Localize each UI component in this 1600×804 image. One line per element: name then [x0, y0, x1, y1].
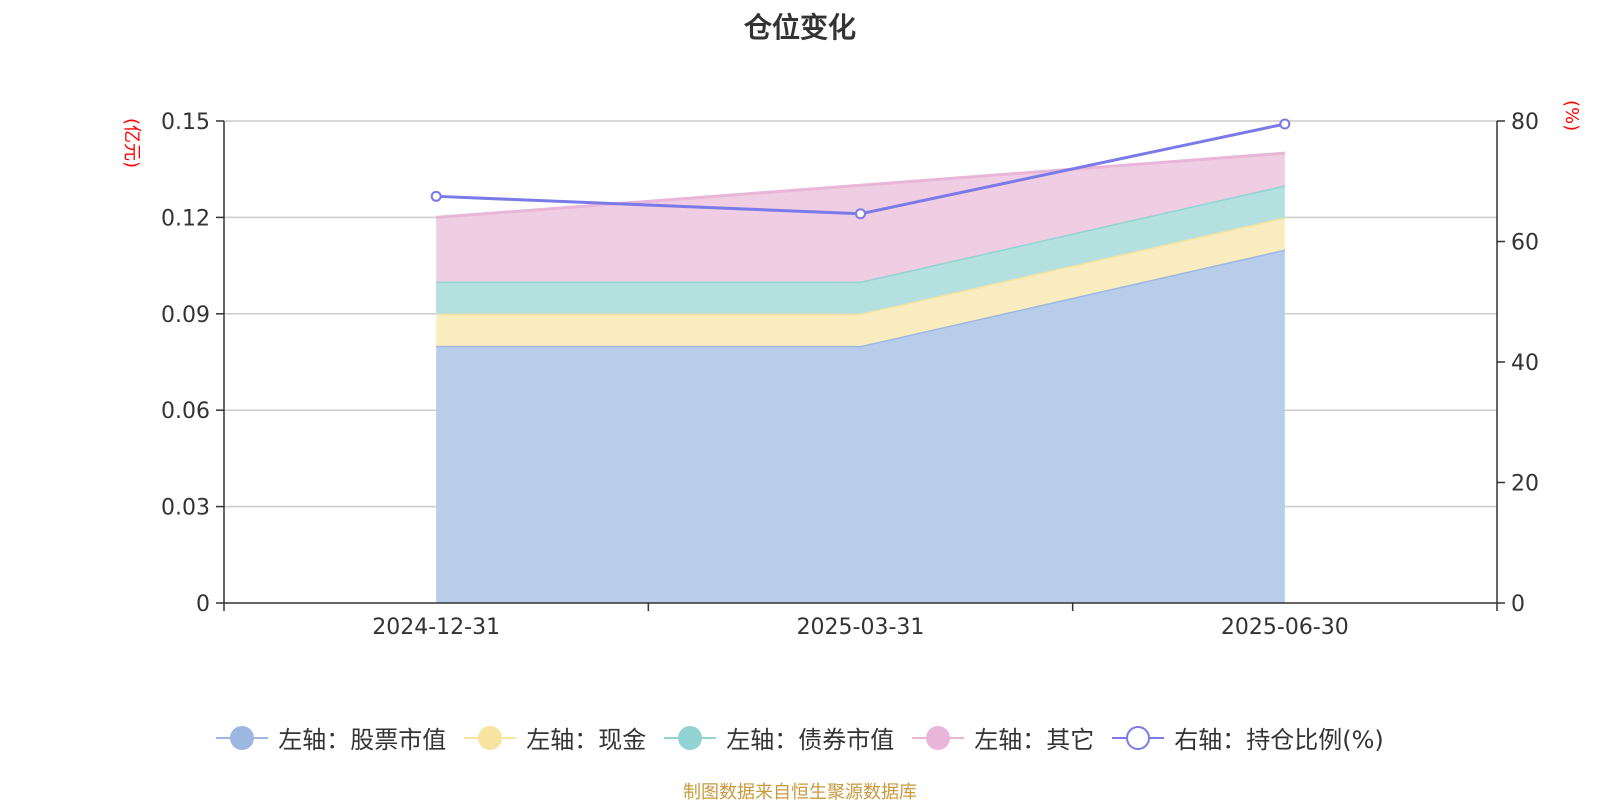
left-tick-label: 0.15 — [161, 110, 210, 135]
x-tick-label: 2025-06-30 — [1221, 615, 1349, 640]
legend-marker-icon — [664, 724, 717, 752]
right-tick-label: 0 — [1511, 592, 1525, 617]
legend: 左轴：股票市值 左轴：现金 左轴：债券市值 左轴：其它 右轴：持仓比例(%) — [0, 720, 1600, 755]
right-tick-label: 40 — [1511, 351, 1539, 376]
legend-label: 左轴：股票市值 — [278, 726, 447, 754]
legend-item[interactable]: 左轴：现金 — [464, 720, 646, 755]
chart-title: 仓位变化 — [743, 11, 856, 44]
legend-item[interactable]: 左轴：债券市值 — [664, 720, 894, 755]
right-tick-label: 80 — [1511, 110, 1539, 135]
left-tick-label: 0 — [196, 592, 210, 617]
area-edge-3 — [436, 151, 1285, 219]
ratio-point — [855, 208, 866, 220]
left-tick-label: 0.12 — [161, 206, 210, 231]
right-tick-label: 60 — [1511, 231, 1539, 256]
legend-label: 右轴：持仓比例(%) — [1174, 726, 1384, 754]
x-tick-label: 2024-12-31 — [372, 615, 500, 640]
legend-marker-icon — [464, 724, 517, 752]
ratio-point — [1279, 118, 1291, 130]
legend-label: 左轴：其它 — [974, 726, 1095, 754]
legend-item[interactable]: 左轴：其它 — [912, 720, 1094, 755]
legend-marker-icon — [216, 724, 269, 752]
legend-item[interactable]: 右轴：持仓比例(%) — [1112, 720, 1384, 755]
left-tick-label: 0.09 — [161, 303, 210, 328]
left-tick-label: 0.03 — [161, 496, 210, 521]
legend-label: 左轴：债券市值 — [726, 726, 895, 754]
legend-label: 左轴：现金 — [526, 726, 647, 754]
area-series-0 — [436, 249, 1285, 604]
legend-marker-icon — [912, 724, 965, 752]
x-tick-label: 2025-03-31 — [797, 615, 925, 640]
right-tick-label: 20 — [1511, 472, 1539, 497]
left-tick-label: 0.06 — [161, 399, 210, 424]
data-source-note: 制图数据来自恒生聚源数据库 — [683, 782, 917, 803]
ratio-point — [430, 190, 442, 202]
legend-item[interactable]: 左轴：股票市值 — [216, 720, 446, 755]
legend-marker-icon — [1112, 724, 1165, 752]
